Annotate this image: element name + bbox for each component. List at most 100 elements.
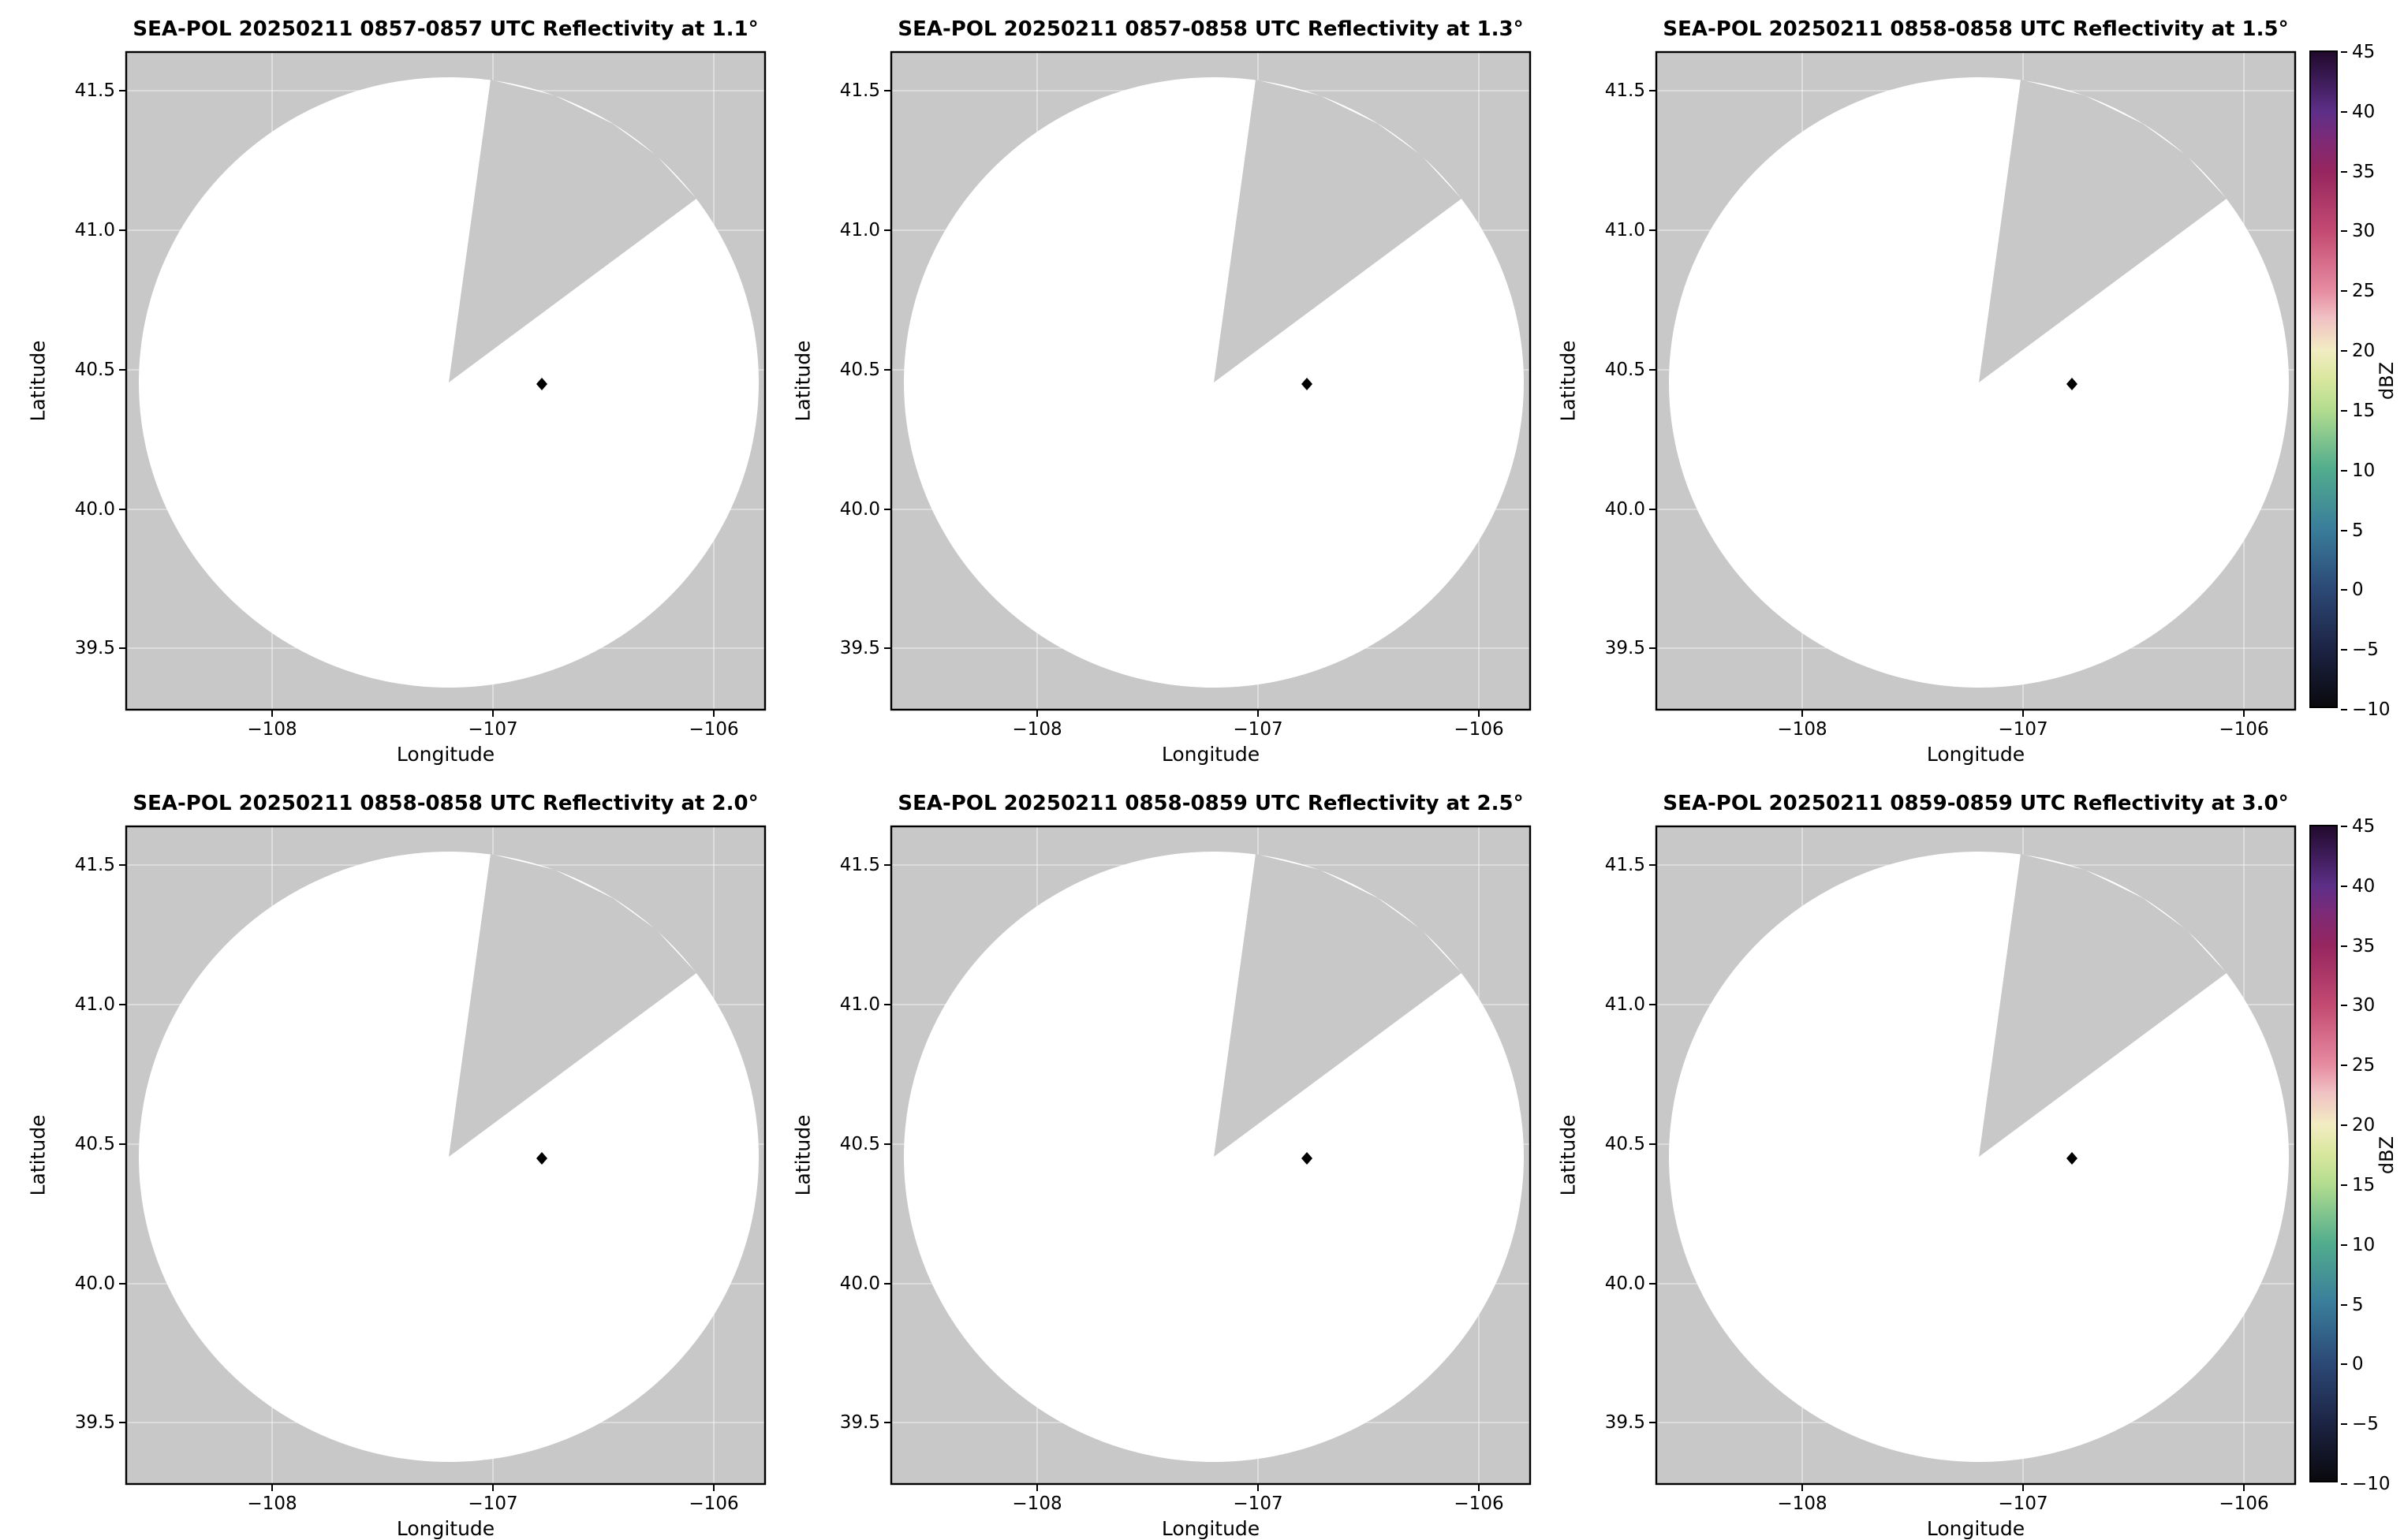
x-tick-label: −107 <box>1233 719 1283 740</box>
panel-title: SEA-POL 20250211 0857-0858 UTC Reflectiv… <box>898 17 1524 41</box>
x-tick-label: −106 <box>1454 1493 1504 1514</box>
tick-mark <box>2341 1065 2347 1066</box>
colorbar-tick-label: 15 <box>2352 1175 2376 1195</box>
x-tick-label: −108 <box>247 719 297 740</box>
x-tick-label: −107 <box>1998 719 2048 740</box>
y-tick-label: 39.5 <box>74 638 115 658</box>
panel-title: SEA-POL 20250211 0858-0858 UTC Reflectiv… <box>133 792 759 815</box>
colorbar-tick-label: 5 <box>2352 1295 2364 1315</box>
tick-mark <box>2341 1304 2347 1306</box>
x-tick-label: −107 <box>468 719 518 740</box>
y-tick-label: 41.5 <box>839 855 880 875</box>
y-tick-label: 39.5 <box>1604 638 1645 658</box>
colorbar-dbz-row2: 45 40 35 30 25 20 15 10 5 0 −5 −10 dBZ <box>2309 816 2398 1494</box>
colorbar-units-label: dBZ <box>2376 1135 2398 1175</box>
x-axis-label: Longitude <box>1926 1517 2025 1540</box>
tick-mark <box>2341 1184 2347 1186</box>
colorbar-tick-label: 30 <box>2352 995 2376 1016</box>
tick-mark <box>2341 945 2347 947</box>
radar-ppi-panel-6: SEA-POL 20250211 0859-0859 UTC Reflectiv… <box>1557 792 2297 1540</box>
tick-mark <box>2341 1124 2347 1126</box>
panel-title: SEA-POL 20250211 0859-0859 UTC Reflectiv… <box>1663 792 2289 815</box>
x-axis-label: Longitude <box>1161 1517 1260 1540</box>
y-axis-label: Latitude <box>26 1114 50 1196</box>
radar-ppi-panel-4: SEA-POL 20250211 0858-0858 UTC Reflectiv… <box>27 792 767 1540</box>
colorbar-tick-label: 40 <box>2352 102 2376 122</box>
radar-ppi-panel-1: SEA-POL 20250211 0857-0857 UTC Reflectiv… <box>27 17 767 766</box>
tick-mark <box>2341 350 2347 352</box>
y-tick-label: 40.5 <box>839 360 880 380</box>
tick-mark <box>2341 1005 2347 1006</box>
x-tick-label: −108 <box>1012 1493 1062 1514</box>
y-tick-label: 41.5 <box>74 80 115 101</box>
tick-mark <box>2341 470 2347 472</box>
radar-coverage-plot <box>118 50 767 718</box>
colorbar-tick-label: 0 <box>2352 580 2364 600</box>
colorbar-tick-label: 45 <box>2352 816 2376 837</box>
y-tick-label: 41.0 <box>74 220 115 241</box>
colorbar-tick-label: 45 <box>2352 42 2376 62</box>
x-tick-label: −108 <box>1012 719 1062 740</box>
x-tick-label: −106 <box>2219 719 2269 740</box>
radar-ppi-panel-5: SEA-POL 20250211 0858-0859 UTC Reflectiv… <box>792 792 1532 1540</box>
y-tick-label: 40.0 <box>839 499 880 520</box>
colorbar-tick-label: 25 <box>2352 281 2376 301</box>
x-tick-label: −108 <box>247 1493 297 1514</box>
tick-mark <box>2341 230 2347 232</box>
colorbar-tick-label: −10 <box>2352 699 2391 720</box>
x-axis-label: Longitude <box>396 743 495 766</box>
y-tick-label: 40.5 <box>1604 1134 1645 1154</box>
tick-mark <box>2341 589 2347 591</box>
tick-mark <box>2341 1483 2347 1485</box>
colorbar-tick-label: 10 <box>2352 461 2376 481</box>
radar-coverage-plot <box>1648 50 2297 718</box>
y-tick-label: 40.0 <box>839 1273 880 1294</box>
y-axis-label: Latitude <box>1556 340 1580 422</box>
colorbar-tick-label: 25 <box>2352 1055 2376 1076</box>
tick-mark <box>2341 886 2347 887</box>
y-tick-label: 40.0 <box>1604 1273 1645 1294</box>
radar-ppi-panel-3: SEA-POL 20250211 0858-0858 UTC Reflectiv… <box>1557 17 2297 766</box>
y-tick-label: 40.5 <box>74 360 115 380</box>
y-axis-label: Latitude <box>791 1114 815 1196</box>
tick-mark <box>2341 1363 2347 1365</box>
x-tick-label: −108 <box>1777 719 1827 740</box>
colorbar-units-label: dBZ <box>2376 361 2398 401</box>
colorbar-tick-label: 40 <box>2352 876 2376 897</box>
tick-mark <box>2341 709 2347 710</box>
tick-mark <box>2341 1244 2347 1246</box>
x-tick-label: −106 <box>2219 1493 2269 1514</box>
colorbar-dbz-row1: 45 40 35 30 25 20 15 10 5 0 −5 −10 dBZ <box>2309 42 2398 720</box>
colorbar-tick-label: 20 <box>2352 1115 2376 1135</box>
tick-mark <box>2341 1423 2347 1425</box>
colorbar-gradient <box>2309 50 2338 708</box>
x-tick-label: −106 <box>689 1493 739 1514</box>
colorbar-gradient <box>2309 825 2338 1482</box>
colorbar-tick-label: 5 <box>2352 520 2364 541</box>
y-tick-label: 39.5 <box>839 1412 880 1433</box>
tick-mark <box>2341 649 2347 651</box>
x-tick-label: −106 <box>689 719 739 740</box>
x-axis-label: Longitude <box>396 1517 495 1540</box>
y-tick-label: 41.0 <box>1604 994 1645 1015</box>
x-tick-label: −107 <box>1998 1493 2048 1514</box>
colorbar-tick-label: −5 <box>2352 1414 2379 1434</box>
tick-mark <box>2341 51 2347 53</box>
colorbar-tick-label: 30 <box>2352 221 2376 241</box>
colorbar-tick-label: 35 <box>2352 936 2376 956</box>
y-tick-label: 41.0 <box>74 994 115 1015</box>
y-tick-label: 41.5 <box>1604 80 1645 101</box>
tick-mark <box>2341 171 2347 173</box>
y-tick-label: 41.0 <box>839 994 880 1015</box>
colorbar-tick-label: −5 <box>2352 639 2379 660</box>
x-axis-label: Longitude <box>1161 743 1260 766</box>
y-axis-label: Latitude <box>791 340 815 422</box>
colorbar-tick-label: 35 <box>2352 162 2376 182</box>
tick-mark <box>2341 111 2347 113</box>
colorbar-tick-label: 10 <box>2352 1235 2376 1255</box>
y-tick-label: 39.5 <box>74 1412 115 1433</box>
panel-title: SEA-POL 20250211 0858-0858 UTC Reflectiv… <box>1663 17 2289 41</box>
x-tick-label: −106 <box>1454 719 1504 740</box>
y-axis-label: Latitude <box>26 340 50 422</box>
